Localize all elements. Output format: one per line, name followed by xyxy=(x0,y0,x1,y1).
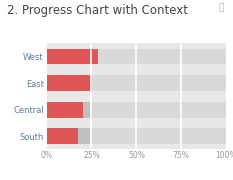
Bar xyxy=(47,128,226,144)
Bar xyxy=(47,102,83,118)
Bar xyxy=(47,75,92,91)
Bar xyxy=(47,48,98,64)
Bar xyxy=(83,102,92,118)
Bar xyxy=(78,128,91,144)
Bar xyxy=(47,48,226,64)
Text: 2. Progress Chart with Context: 2. Progress Chart with Context xyxy=(7,4,188,17)
Bar xyxy=(47,75,226,91)
Bar xyxy=(47,128,78,144)
Text: ⓘ: ⓘ xyxy=(218,4,224,13)
Bar xyxy=(47,102,226,118)
